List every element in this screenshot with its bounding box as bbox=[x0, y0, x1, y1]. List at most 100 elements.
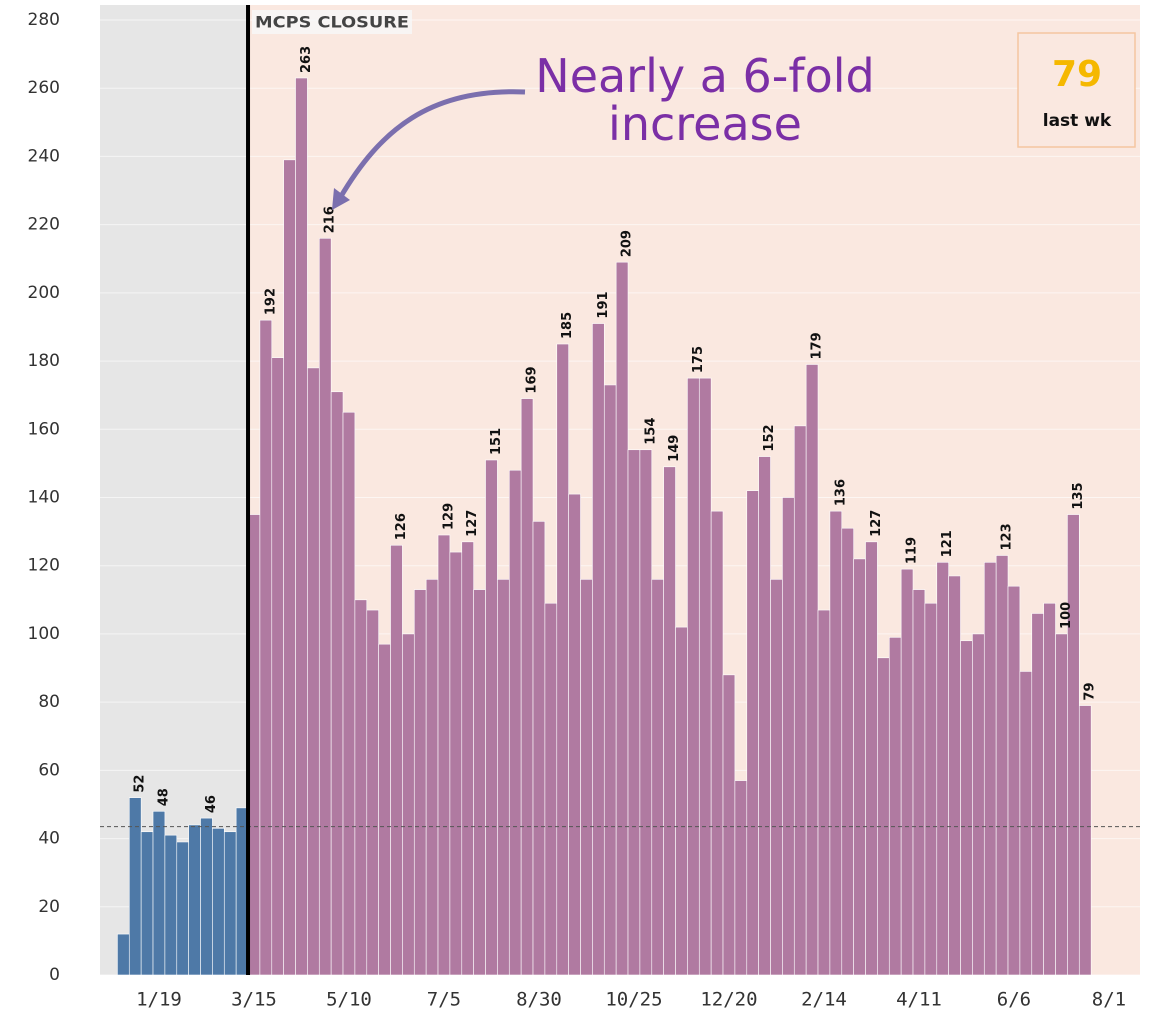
bar bbox=[983, 562, 997, 976]
bar bbox=[841, 527, 854, 976]
bar bbox=[473, 589, 486, 976]
y-tick-label: 0 bbox=[49, 965, 60, 985]
bar bbox=[615, 261, 629, 976]
value-label: 126 bbox=[394, 513, 409, 540]
bar bbox=[413, 589, 427, 976]
value-label: 100 bbox=[1059, 602, 1074, 629]
value-label: 209 bbox=[620, 230, 635, 257]
bar bbox=[651, 579, 664, 976]
bar bbox=[259, 319, 273, 976]
value-label: 192 bbox=[263, 288, 278, 315]
value-label: 48 bbox=[156, 788, 171, 806]
bar bbox=[698, 377, 712, 976]
pre-closure-region bbox=[100, 5, 249, 975]
value-label: 151 bbox=[489, 428, 504, 455]
bar bbox=[793, 425, 807, 976]
bar bbox=[271, 357, 284, 976]
y-tick-label: 60 bbox=[38, 760, 60, 780]
value-label: 119 bbox=[905, 537, 920, 564]
x-tick-label: 1/19 bbox=[136, 989, 182, 1011]
bar bbox=[1019, 671, 1033, 976]
bar bbox=[378, 643, 391, 976]
value-label: 127 bbox=[465, 510, 480, 537]
value-label: 169 bbox=[525, 366, 540, 393]
y-tick-label: 280 bbox=[28, 10, 60, 30]
bar bbox=[520, 398, 534, 976]
bar bbox=[900, 568, 914, 976]
bar bbox=[710, 510, 724, 976]
y-tick-label: 100 bbox=[28, 624, 60, 644]
x-tick-label: 10/25 bbox=[605, 989, 662, 1011]
bar bbox=[1055, 633, 1068, 976]
bar bbox=[746, 490, 759, 976]
x-tick-label: 8/1 bbox=[1092, 989, 1126, 1011]
value-label: 135 bbox=[1071, 482, 1086, 509]
kpi-box bbox=[1017, 32, 1136, 148]
callout-text: Nearly a 6-fold increase bbox=[535, 49, 875, 151]
value-label: 154 bbox=[643, 418, 658, 445]
bar bbox=[663, 466, 676, 976]
value-label: 129 bbox=[441, 503, 456, 530]
y-tick-label: 200 bbox=[28, 283, 60, 303]
bar bbox=[140, 831, 154, 976]
kpi-label: last wk bbox=[1043, 111, 1112, 131]
bar bbox=[912, 589, 926, 976]
bar bbox=[722, 674, 736, 976]
value-label: 179 bbox=[810, 332, 825, 359]
value-label: 46 bbox=[204, 795, 219, 813]
bar bbox=[972, 633, 985, 976]
bar bbox=[1078, 705, 1092, 976]
bar bbox=[176, 841, 189, 976]
bar bbox=[200, 817, 213, 976]
y-tick-label: 80 bbox=[38, 692, 60, 712]
bar bbox=[152, 810, 166, 976]
bar bbox=[817, 609, 831, 976]
y-tick-label: 180 bbox=[28, 351, 60, 371]
bar bbox=[532, 521, 546, 976]
bar bbox=[1007, 585, 1021, 976]
bar bbox=[330, 391, 344, 976]
bar bbox=[734, 780, 748, 976]
bar bbox=[758, 456, 771, 976]
bar bbox=[390, 544, 403, 976]
bar bbox=[924, 602, 938, 976]
value-label: 121 bbox=[940, 530, 955, 557]
value-label: 191 bbox=[596, 291, 611, 318]
bar bbox=[295, 77, 308, 976]
value-label: 149 bbox=[667, 435, 682, 462]
value-label: 123 bbox=[1000, 523, 1015, 550]
bar bbox=[544, 602, 558, 976]
bar bbox=[307, 367, 320, 976]
bar bbox=[223, 831, 237, 976]
x-tick-label: 12/20 bbox=[700, 989, 757, 1011]
bar bbox=[829, 510, 843, 976]
bars bbox=[117, 77, 1092, 976]
y-tick-label: 160 bbox=[28, 419, 60, 439]
x-tick-label: 8/30 bbox=[516, 989, 562, 1011]
bar bbox=[603, 384, 617, 976]
bar bbox=[437, 534, 451, 976]
x-tick-label: 6/6 bbox=[997, 989, 1031, 1011]
callout-arrow bbox=[337, 89, 526, 200]
y-tick-label: 140 bbox=[28, 488, 60, 508]
bar bbox=[425, 579, 439, 976]
bar bbox=[402, 633, 415, 976]
bar bbox=[580, 579, 593, 976]
kpi-value: 79 bbox=[1052, 54, 1102, 95]
value-label: 79 bbox=[1083, 682, 1098, 700]
bar bbox=[508, 469, 522, 976]
bar bbox=[354, 599, 368, 976]
x-tick-label: 3/15 bbox=[231, 989, 277, 1011]
bar bbox=[770, 579, 783, 976]
bar bbox=[485, 459, 498, 976]
closure-label-bg bbox=[252, 10, 413, 34]
bar bbox=[627, 449, 641, 976]
bar bbox=[888, 637, 902, 976]
y-tick-label: 40 bbox=[38, 829, 60, 849]
value-label: 216 bbox=[323, 206, 338, 233]
x-tick-label: 7/5 bbox=[427, 989, 461, 1011]
bar bbox=[497, 579, 510, 976]
bar bbox=[188, 824, 201, 976]
